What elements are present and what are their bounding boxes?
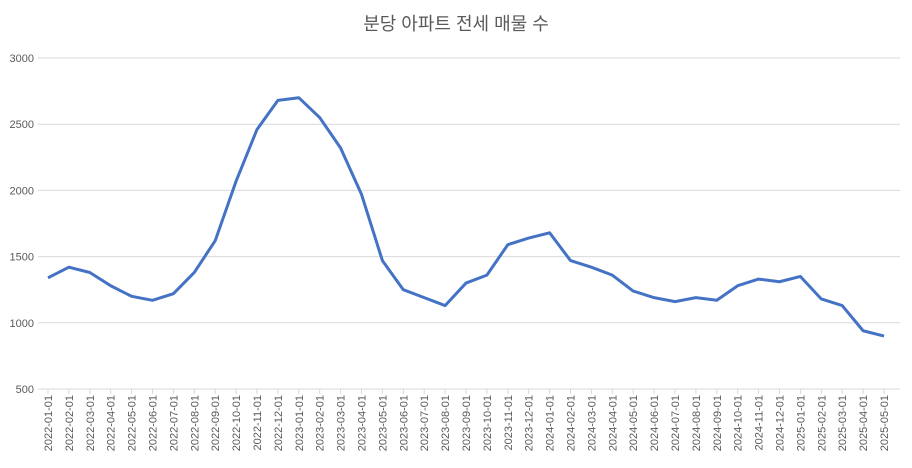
x-tick-label: 2022-03-01 [85,395,97,451]
x-tick-label: 2025-02-01 [816,395,828,451]
x-tick-label: 2025-03-01 [837,395,849,451]
x-tick-label: 2022-04-01 [106,395,118,451]
x-tick-label: 2022-05-01 [127,395,139,451]
x-tick-label: 2024-03-01 [586,395,598,451]
x-tick-label: 2024-04-01 [607,395,619,451]
x-tick-label: 2023-01-01 [294,395,306,451]
x-tick-label: 2022-01-01 [43,395,55,451]
y-tick-label: 1000 [10,318,34,330]
y-tick-label: 2000 [10,185,34,197]
x-tick-label: 2022-12-01 [273,395,285,451]
x-tick-label: 2024-10-01 [733,395,745,451]
x-tick-label: 2022-09-01 [210,395,222,451]
x-tick-label: 2024-12-01 [775,395,787,451]
x-tick-label: 2022-06-01 [148,395,160,451]
x-tick-label: 2022-11-01 [252,395,264,450]
x-tick-label: 2023-05-01 [377,395,389,451]
y-tick-label: 3000 [10,53,34,65]
x-tick-label: 2025-04-01 [858,395,870,451]
x-tick-label: 2024-01-01 [545,395,557,451]
x-tick-label: 2023-04-01 [357,395,369,451]
x-tick-label: 2024-09-01 [712,395,724,451]
x-tick-label: 2023-11-01 [503,395,515,450]
x-tick-label: 2024-02-01 [566,395,578,451]
chart-title: 분당 아파트 전세 매물 수 [363,14,549,34]
x-tick-label: 2024-05-01 [628,395,640,451]
x-tick-label: 2024-08-01 [691,395,703,451]
x-tick-label: 2023-02-01 [315,395,327,451]
x-tick-label: 2024-06-01 [649,395,661,451]
x-tick-label: 2022-07-01 [168,395,180,451]
y-tick-label: 2500 [10,119,34,131]
x-tick-label: 2022-02-01 [64,395,76,451]
y-tick-label: 1500 [10,252,34,264]
x-tick-label: 2023-09-01 [461,395,473,451]
x-tick-label: 2023-12-01 [524,395,536,451]
x-tick-label: 2024-11-01 [754,395,766,450]
x-tick-label: 2024-07-01 [670,395,682,451]
x-tick-label: 2023-10-01 [482,395,494,451]
x-tick-label: 2023-08-01 [440,395,452,451]
x-tick-label: 2025-01-01 [795,395,807,451]
x-tick-label: 2022-10-01 [231,395,243,451]
x-tick-label: 2022-08-01 [189,395,201,451]
x-tick-label: 2025-05-01 [879,395,891,451]
x-tick-label: 2023-03-01 [336,395,348,451]
x-tick-label: 2023-06-01 [398,395,410,451]
x-tick-label: 2023-07-01 [419,395,431,451]
y-tick-label: 500 [16,384,34,396]
data-line [47,96,885,338]
